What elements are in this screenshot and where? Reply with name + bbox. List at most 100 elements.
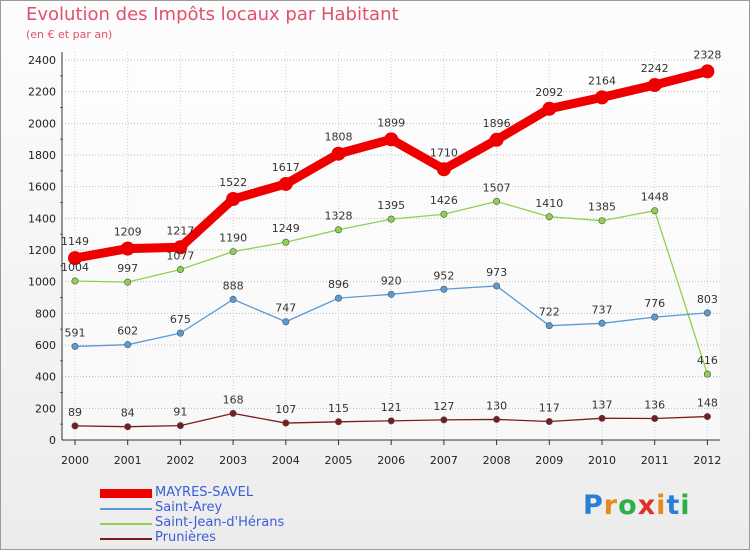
data-point (651, 414, 659, 422)
data-point (176, 265, 184, 273)
data-point (176, 329, 184, 337)
x-tick-label: 2011 (641, 454, 669, 467)
data-label: 1522 (219, 176, 247, 189)
data-point (387, 417, 395, 425)
data-label: 1448 (641, 191, 669, 204)
data-label: 973 (486, 266, 507, 279)
data-point (387, 290, 395, 298)
data-label: 148 (697, 397, 718, 410)
data-point (703, 413, 711, 421)
data-label: 1896 (483, 117, 511, 130)
data-label: 1385 (588, 201, 616, 214)
data-point (595, 90, 609, 105)
data-point (71, 277, 79, 285)
data-point (124, 423, 132, 431)
data-point (703, 370, 711, 378)
data-label: 920 (381, 274, 402, 287)
data-label: 130 (486, 399, 507, 412)
data-point (545, 213, 553, 221)
data-point (173, 240, 188, 255)
data-point (647, 78, 662, 93)
data-point (282, 238, 290, 246)
proxiti-logo: Proxiti (583, 490, 691, 521)
data-label: 1149 (61, 235, 89, 248)
x-tick-label: 2010 (588, 454, 616, 467)
chart-subtitle: (en € et par an) (26, 28, 113, 41)
data-label: 136 (644, 398, 665, 411)
data-label: 121 (381, 401, 402, 414)
data-label: 1004 (61, 261, 89, 274)
data-point (493, 415, 501, 423)
data-label: 591 (65, 326, 86, 339)
y-tick-label: 1600 (28, 181, 56, 194)
data-label: 137 (592, 398, 613, 411)
y-tick-label: 2000 (28, 117, 56, 130)
legend-label: MAYRES-SAVEL (155, 485, 254, 500)
y-tick-label: 1200 (28, 244, 56, 257)
data-label: 91 (173, 406, 187, 419)
data-label: 737 (592, 303, 613, 316)
data-point (493, 197, 501, 205)
data-label: 952 (433, 269, 454, 282)
data-point (124, 278, 132, 286)
legend-label: Saint-Arey (155, 500, 223, 515)
data-point (545, 417, 553, 425)
data-label: 1808 (325, 131, 353, 144)
x-tick-label: 2002 (166, 454, 194, 467)
data-label: 888 (223, 279, 244, 292)
x-tick-label: 2006 (377, 454, 405, 467)
y-tick-label: 2200 (28, 86, 56, 99)
data-point (120, 241, 135, 256)
y-tick-label: 800 (35, 307, 56, 320)
data-point (598, 414, 606, 422)
data-label: 747 (275, 302, 296, 315)
data-point (71, 342, 79, 350)
x-tick-label: 2009 (535, 454, 563, 467)
legend-swatch (100, 523, 152, 525)
data-label: 722 (539, 306, 560, 319)
data-label: 168 (223, 393, 244, 406)
data-label: 1077 (166, 249, 194, 262)
data-point (334, 418, 342, 426)
data-point (440, 285, 448, 293)
data-label: 1395 (377, 199, 405, 212)
data-point (278, 176, 293, 191)
data-point (493, 282, 501, 290)
data-point (440, 210, 448, 218)
legend-label: Prunières (155, 530, 216, 545)
data-point (384, 132, 399, 147)
data-label: 1617 (272, 161, 300, 174)
data-point (440, 416, 448, 424)
x-tick-label: 2008 (483, 454, 511, 467)
y-tick-label: 0 (49, 434, 56, 447)
data-label: 1217 (166, 224, 194, 237)
data-label: 115 (328, 402, 349, 415)
data-label: 1426 (430, 194, 458, 207)
x-tick-label: 2004 (272, 454, 300, 467)
data-point (229, 295, 237, 303)
data-point (331, 146, 346, 161)
legend-swatch (100, 538, 152, 540)
data-label: 675 (170, 313, 191, 326)
data-point (700, 64, 715, 79)
data-label: 416 (697, 354, 718, 367)
y-tick-label: 600 (35, 339, 56, 352)
data-point (229, 409, 237, 417)
data-label: 107 (275, 403, 296, 416)
data-point (282, 419, 290, 427)
data-point (651, 207, 659, 215)
data-point (387, 215, 395, 223)
data-label: 2328 (693, 48, 721, 61)
data-label: 1899 (377, 116, 405, 129)
data-label: 1328 (325, 210, 353, 223)
data-label: 2242 (641, 62, 669, 75)
data-label: 1190 (219, 232, 247, 245)
data-point (598, 217, 606, 225)
data-point (71, 422, 79, 430)
data-point (542, 101, 557, 116)
legend-swatch (100, 489, 152, 498)
data-point (68, 251, 82, 266)
y-tick-label: 1800 (28, 149, 56, 162)
x-tick-label: 2012 (693, 454, 721, 467)
